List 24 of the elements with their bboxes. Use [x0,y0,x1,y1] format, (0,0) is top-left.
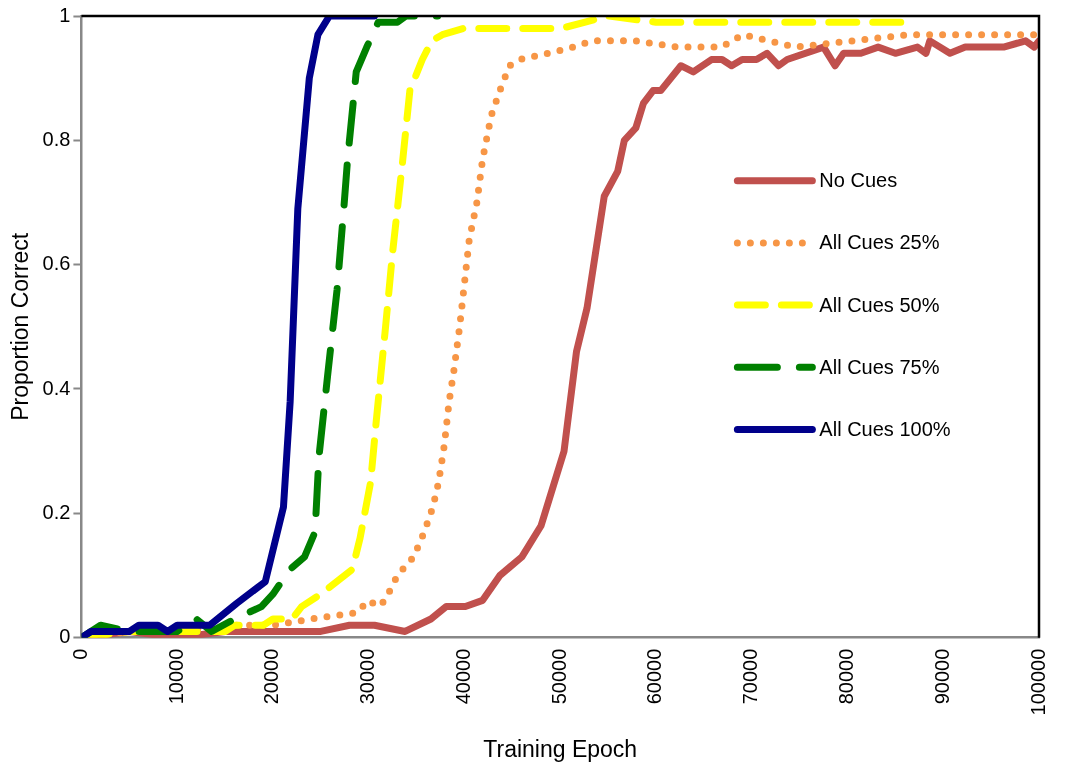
y-tick-label: 0.4 [42,376,71,399]
x-tick-label: 60000 [643,648,666,705]
y-tick-label: 0.8 [42,127,71,150]
y-tick-label: 0.2 [42,500,71,523]
x-tick-label: 0 [68,648,91,660]
y-tick-label: 0 [59,625,71,648]
legend-label: All Cues 75% [819,355,940,378]
x-tick-label: 50000 [547,648,570,705]
x-tick-label: 90000 [930,648,953,705]
legend-label: All Cues 50% [819,293,940,316]
x-tick-label: 100000 [1026,648,1049,716]
y-tick-label: 0.6 [42,252,71,275]
x-tick-label: 10000 [164,648,187,705]
x-tick-label: 70000 [739,648,762,705]
x-tick-label: 20000 [260,648,283,705]
legend-label: No Cues [819,169,898,192]
x-tick-label: 80000 [835,648,857,705]
x-axis-title: Training Epoch [483,735,638,762]
y-tick-label: 1 [59,3,71,26]
legend-label: All Cues 100% [819,417,951,440]
legend-label: All Cues 25% [819,231,940,254]
y-axis-title: Proportion Correct [7,232,34,421]
x-tick-label: 40000 [451,648,474,705]
x-tick-label: 30000 [356,648,379,705]
